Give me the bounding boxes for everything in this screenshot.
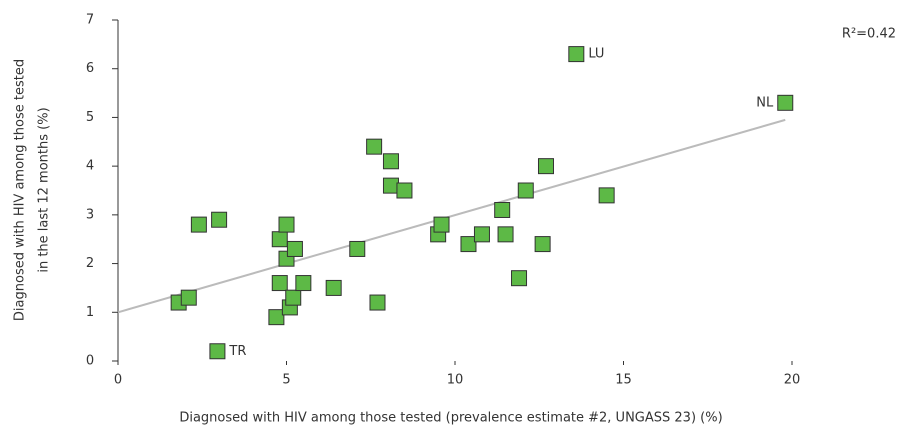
point bbox=[568, 46, 585, 63]
point-label: TR bbox=[228, 344, 246, 359]
point bbox=[190, 216, 207, 233]
y-axis-label: in the last 12 months (%) bbox=[37, 107, 52, 272]
point bbox=[295, 275, 312, 292]
point-label: LU bbox=[588, 47, 604, 62]
trend-line bbox=[117, 118, 786, 314]
point bbox=[271, 275, 288, 292]
point bbox=[268, 309, 285, 326]
point bbox=[271, 231, 288, 248]
y-tick-label: 0 bbox=[86, 354, 94, 369]
point bbox=[396, 182, 413, 199]
point bbox=[517, 182, 534, 199]
point bbox=[460, 236, 477, 253]
point bbox=[382, 153, 399, 170]
point bbox=[511, 270, 528, 287]
point-label: NL bbox=[756, 95, 774, 110]
point bbox=[777, 94, 794, 111]
point bbox=[497, 226, 514, 243]
x-axis-label: Diagnosed with HIV among those tested (p… bbox=[179, 411, 722, 426]
y-tick-label: 5 bbox=[86, 110, 94, 125]
point bbox=[382, 177, 399, 194]
point bbox=[537, 158, 554, 175]
y-tick-label: 3 bbox=[86, 207, 94, 222]
r-squared: R²=0.42 bbox=[842, 27, 896, 42]
point bbox=[433, 216, 450, 233]
y-tick-label: 2 bbox=[86, 256, 94, 271]
point bbox=[285, 289, 302, 306]
point bbox=[325, 279, 342, 296]
y-tick-label: 4 bbox=[86, 159, 94, 174]
point bbox=[534, 236, 551, 253]
point bbox=[209, 343, 226, 360]
y-tick-label: 1 bbox=[86, 305, 94, 320]
point bbox=[211, 211, 228, 228]
point bbox=[278, 216, 295, 233]
x-tick-label: 0 bbox=[114, 373, 122, 388]
point bbox=[598, 187, 615, 204]
x-tick-label: 5 bbox=[282, 373, 290, 388]
point bbox=[286, 240, 303, 257]
y-tick-label: 6 bbox=[86, 61, 94, 76]
point bbox=[494, 201, 511, 218]
point bbox=[473, 226, 490, 243]
x-tick-label: 10 bbox=[447, 373, 464, 388]
point bbox=[180, 289, 197, 306]
x-tick-label: 15 bbox=[615, 373, 632, 388]
point bbox=[349, 240, 366, 257]
y-axis-label: Diagnosed with HIV among those tested bbox=[13, 59, 28, 321]
point bbox=[366, 138, 383, 155]
y-tick-label: 7 bbox=[86, 13, 94, 28]
point bbox=[369, 294, 386, 311]
x-tick-label: 20 bbox=[784, 373, 801, 388]
